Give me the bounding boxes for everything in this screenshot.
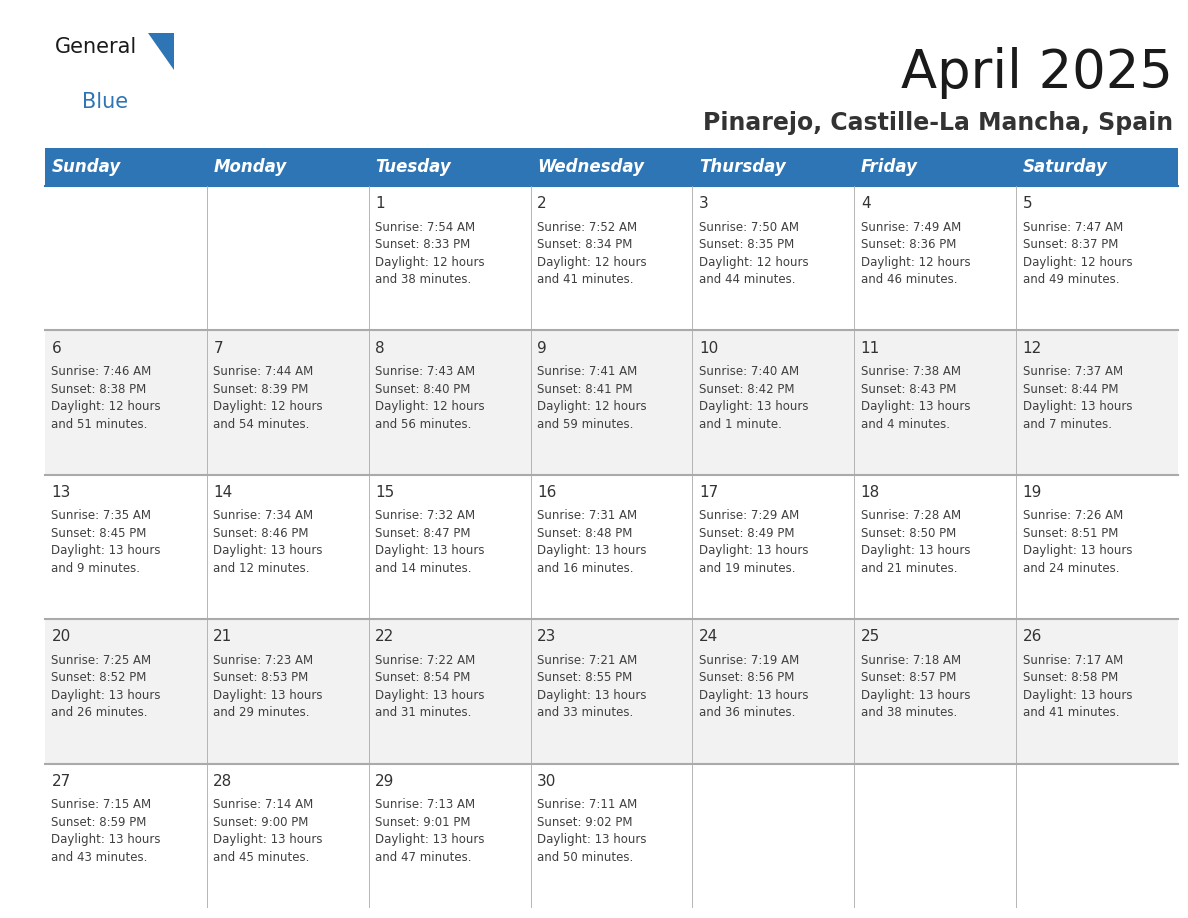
- Text: Sunrise: 7:34 AM
Sunset: 8:46 PM
Daylight: 13 hours
and 12 minutes.: Sunrise: 7:34 AM Sunset: 8:46 PM Dayligh…: [214, 509, 323, 575]
- Text: 5: 5: [1023, 196, 1032, 211]
- Text: 27: 27: [51, 774, 71, 789]
- Text: Sunrise: 7:23 AM
Sunset: 8:53 PM
Daylight: 13 hours
and 29 minutes.: Sunrise: 7:23 AM Sunset: 8:53 PM Dayligh…: [214, 654, 323, 720]
- Text: General: General: [55, 37, 138, 57]
- Text: 29: 29: [375, 774, 394, 789]
- Text: 26: 26: [1023, 630, 1042, 644]
- Text: Friday: Friday: [861, 158, 918, 176]
- Text: Sunrise: 7:22 AM
Sunset: 8:54 PM
Daylight: 13 hours
and 31 minutes.: Sunrise: 7:22 AM Sunset: 8:54 PM Dayligh…: [375, 654, 485, 720]
- Text: 2: 2: [537, 196, 546, 211]
- Text: Sunrise: 7:37 AM
Sunset: 8:44 PM
Daylight: 13 hours
and 7 minutes.: Sunrise: 7:37 AM Sunset: 8:44 PM Dayligh…: [1023, 365, 1132, 431]
- Text: Sunrise: 7:19 AM
Sunset: 8:56 PM
Daylight: 13 hours
and 36 minutes.: Sunrise: 7:19 AM Sunset: 8:56 PM Dayligh…: [699, 654, 808, 720]
- Text: 19: 19: [1023, 485, 1042, 500]
- Text: 11: 11: [861, 341, 880, 355]
- Text: Sunrise: 7:26 AM
Sunset: 8:51 PM
Daylight: 13 hours
and 24 minutes.: Sunrise: 7:26 AM Sunset: 8:51 PM Dayligh…: [1023, 509, 1132, 575]
- Text: Wednesday: Wednesday: [537, 158, 644, 176]
- Text: Sunrise: 7:11 AM
Sunset: 9:02 PM
Daylight: 13 hours
and 50 minutes.: Sunrise: 7:11 AM Sunset: 9:02 PM Dayligh…: [537, 799, 646, 864]
- Text: Blue: Blue: [82, 92, 128, 112]
- Text: Pinarejo, Castille-La Mancha, Spain: Pinarejo, Castille-La Mancha, Spain: [703, 111, 1173, 135]
- Text: Sunrise: 7:28 AM
Sunset: 8:50 PM
Daylight: 13 hours
and 21 minutes.: Sunrise: 7:28 AM Sunset: 8:50 PM Dayligh…: [861, 509, 971, 575]
- Text: Sunrise: 7:43 AM
Sunset: 8:40 PM
Daylight: 12 hours
and 56 minutes.: Sunrise: 7:43 AM Sunset: 8:40 PM Dayligh…: [375, 365, 485, 431]
- Text: 13: 13: [51, 485, 71, 500]
- Text: 4: 4: [861, 196, 871, 211]
- Text: 9: 9: [537, 341, 546, 355]
- Text: 23: 23: [537, 630, 556, 644]
- Text: Sunrise: 7:46 AM
Sunset: 8:38 PM
Daylight: 12 hours
and 51 minutes.: Sunrise: 7:46 AM Sunset: 8:38 PM Dayligh…: [51, 365, 162, 431]
- Text: Sunrise: 7:25 AM
Sunset: 8:52 PM
Daylight: 13 hours
and 26 minutes.: Sunrise: 7:25 AM Sunset: 8:52 PM Dayligh…: [51, 654, 162, 720]
- Text: Sunrise: 7:38 AM
Sunset: 8:43 PM
Daylight: 13 hours
and 4 minutes.: Sunrise: 7:38 AM Sunset: 8:43 PM Dayligh…: [861, 365, 971, 431]
- Text: Sunrise: 7:41 AM
Sunset: 8:41 PM
Daylight: 12 hours
and 59 minutes.: Sunrise: 7:41 AM Sunset: 8:41 PM Dayligh…: [537, 365, 646, 431]
- Text: Sunrise: 7:29 AM
Sunset: 8:49 PM
Daylight: 13 hours
and 19 minutes.: Sunrise: 7:29 AM Sunset: 8:49 PM Dayligh…: [699, 509, 808, 575]
- Text: 22: 22: [375, 630, 394, 644]
- Text: 16: 16: [537, 485, 556, 500]
- Text: Sunrise: 7:14 AM
Sunset: 9:00 PM
Daylight: 13 hours
and 45 minutes.: Sunrise: 7:14 AM Sunset: 9:00 PM Dayligh…: [214, 799, 323, 864]
- Text: 21: 21: [214, 630, 233, 644]
- Text: Sunrise: 7:18 AM
Sunset: 8:57 PM
Daylight: 13 hours
and 38 minutes.: Sunrise: 7:18 AM Sunset: 8:57 PM Dayligh…: [861, 654, 971, 720]
- Text: Sunrise: 7:50 AM
Sunset: 8:35 PM
Daylight: 12 hours
and 44 minutes.: Sunrise: 7:50 AM Sunset: 8:35 PM Dayligh…: [699, 220, 809, 286]
- Text: Sunrise: 7:40 AM
Sunset: 8:42 PM
Daylight: 13 hours
and 1 minute.: Sunrise: 7:40 AM Sunset: 8:42 PM Dayligh…: [699, 365, 808, 431]
- Text: 28: 28: [214, 774, 233, 789]
- Polygon shape: [148, 32, 173, 70]
- Text: Sunrise: 7:47 AM
Sunset: 8:37 PM
Daylight: 12 hours
and 49 minutes.: Sunrise: 7:47 AM Sunset: 8:37 PM Dayligh…: [1023, 220, 1132, 286]
- Text: 20: 20: [51, 630, 71, 644]
- Text: 7: 7: [214, 341, 223, 355]
- Text: Sunrise: 7:52 AM
Sunset: 8:34 PM
Daylight: 12 hours
and 41 minutes.: Sunrise: 7:52 AM Sunset: 8:34 PM Dayligh…: [537, 220, 646, 286]
- Text: Sunday: Sunday: [51, 158, 121, 176]
- Text: 8: 8: [375, 341, 385, 355]
- Text: 18: 18: [861, 485, 880, 500]
- Text: Sunrise: 7:35 AM
Sunset: 8:45 PM
Daylight: 13 hours
and 9 minutes.: Sunrise: 7:35 AM Sunset: 8:45 PM Dayligh…: [51, 509, 162, 575]
- Text: 17: 17: [699, 485, 719, 500]
- Text: 10: 10: [699, 341, 719, 355]
- Text: Sunrise: 7:21 AM
Sunset: 8:55 PM
Daylight: 13 hours
and 33 minutes.: Sunrise: 7:21 AM Sunset: 8:55 PM Dayligh…: [537, 654, 646, 720]
- Text: 24: 24: [699, 630, 719, 644]
- Text: Sunrise: 7:32 AM
Sunset: 8:47 PM
Daylight: 13 hours
and 14 minutes.: Sunrise: 7:32 AM Sunset: 8:47 PM Dayligh…: [375, 509, 485, 575]
- Text: Sunrise: 7:49 AM
Sunset: 8:36 PM
Daylight: 12 hours
and 46 minutes.: Sunrise: 7:49 AM Sunset: 8:36 PM Dayligh…: [861, 220, 971, 286]
- Text: Tuesday: Tuesday: [375, 158, 451, 176]
- Text: 1: 1: [375, 196, 385, 211]
- Text: 6: 6: [51, 341, 62, 355]
- Text: Sunrise: 7:17 AM
Sunset: 8:58 PM
Daylight: 13 hours
and 41 minutes.: Sunrise: 7:17 AM Sunset: 8:58 PM Dayligh…: [1023, 654, 1132, 720]
- Text: 30: 30: [537, 774, 556, 789]
- Text: 15: 15: [375, 485, 394, 500]
- Text: Thursday: Thursday: [699, 158, 785, 176]
- Text: April 2025: April 2025: [902, 48, 1173, 99]
- Text: 25: 25: [861, 630, 880, 644]
- Text: Sunrise: 7:15 AM
Sunset: 8:59 PM
Daylight: 13 hours
and 43 minutes.: Sunrise: 7:15 AM Sunset: 8:59 PM Dayligh…: [51, 799, 162, 864]
- Text: Sunrise: 7:54 AM
Sunset: 8:33 PM
Daylight: 12 hours
and 38 minutes.: Sunrise: 7:54 AM Sunset: 8:33 PM Dayligh…: [375, 220, 485, 286]
- Text: Sunrise: 7:44 AM
Sunset: 8:39 PM
Daylight: 12 hours
and 54 minutes.: Sunrise: 7:44 AM Sunset: 8:39 PM Dayligh…: [214, 365, 323, 431]
- Text: Monday: Monday: [214, 158, 286, 176]
- Text: Saturday: Saturday: [1023, 158, 1107, 176]
- Text: 3: 3: [699, 196, 709, 211]
- Text: Sunrise: 7:31 AM
Sunset: 8:48 PM
Daylight: 13 hours
and 16 minutes.: Sunrise: 7:31 AM Sunset: 8:48 PM Dayligh…: [537, 509, 646, 575]
- Text: 14: 14: [214, 485, 233, 500]
- Text: 12: 12: [1023, 341, 1042, 355]
- Text: Sunrise: 7:13 AM
Sunset: 9:01 PM
Daylight: 13 hours
and 47 minutes.: Sunrise: 7:13 AM Sunset: 9:01 PM Dayligh…: [375, 799, 485, 864]
